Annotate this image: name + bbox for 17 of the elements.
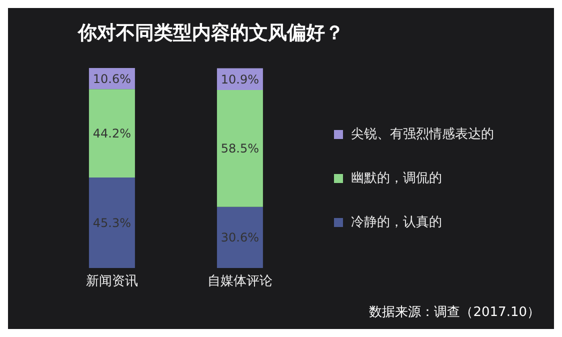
source-note: 数据来源：调查（2017.10） — [369, 304, 540, 321]
bar — [88, 89, 135, 178]
chart-title: 你对不同类型内容的文风偏好？ — [78, 21, 344, 46]
bar — [216, 206, 263, 268]
bar — [88, 177, 135, 268]
bar — [216, 90, 263, 207]
data-label: 10.6% — [92, 72, 132, 86]
data-label: 58.5% — [220, 142, 260, 156]
x-tick-label: 新闻资讯 — [86, 274, 138, 290]
legend-label: 冷静的，认真的 — [350, 214, 443, 231]
legend-label: 幽默的，调侃的 — [350, 170, 443, 187]
legend-label: 尖锐、有强烈情感表达的 — [350, 126, 495, 143]
x-tick-label: 自媒体评论 — [208, 274, 272, 290]
data-label: 30.6% — [220, 230, 260, 245]
data-label: 44.2% — [92, 126, 132, 141]
data-label: 10.9% — [220, 72, 260, 86]
data-label: 45.3% — [92, 216, 132, 230]
